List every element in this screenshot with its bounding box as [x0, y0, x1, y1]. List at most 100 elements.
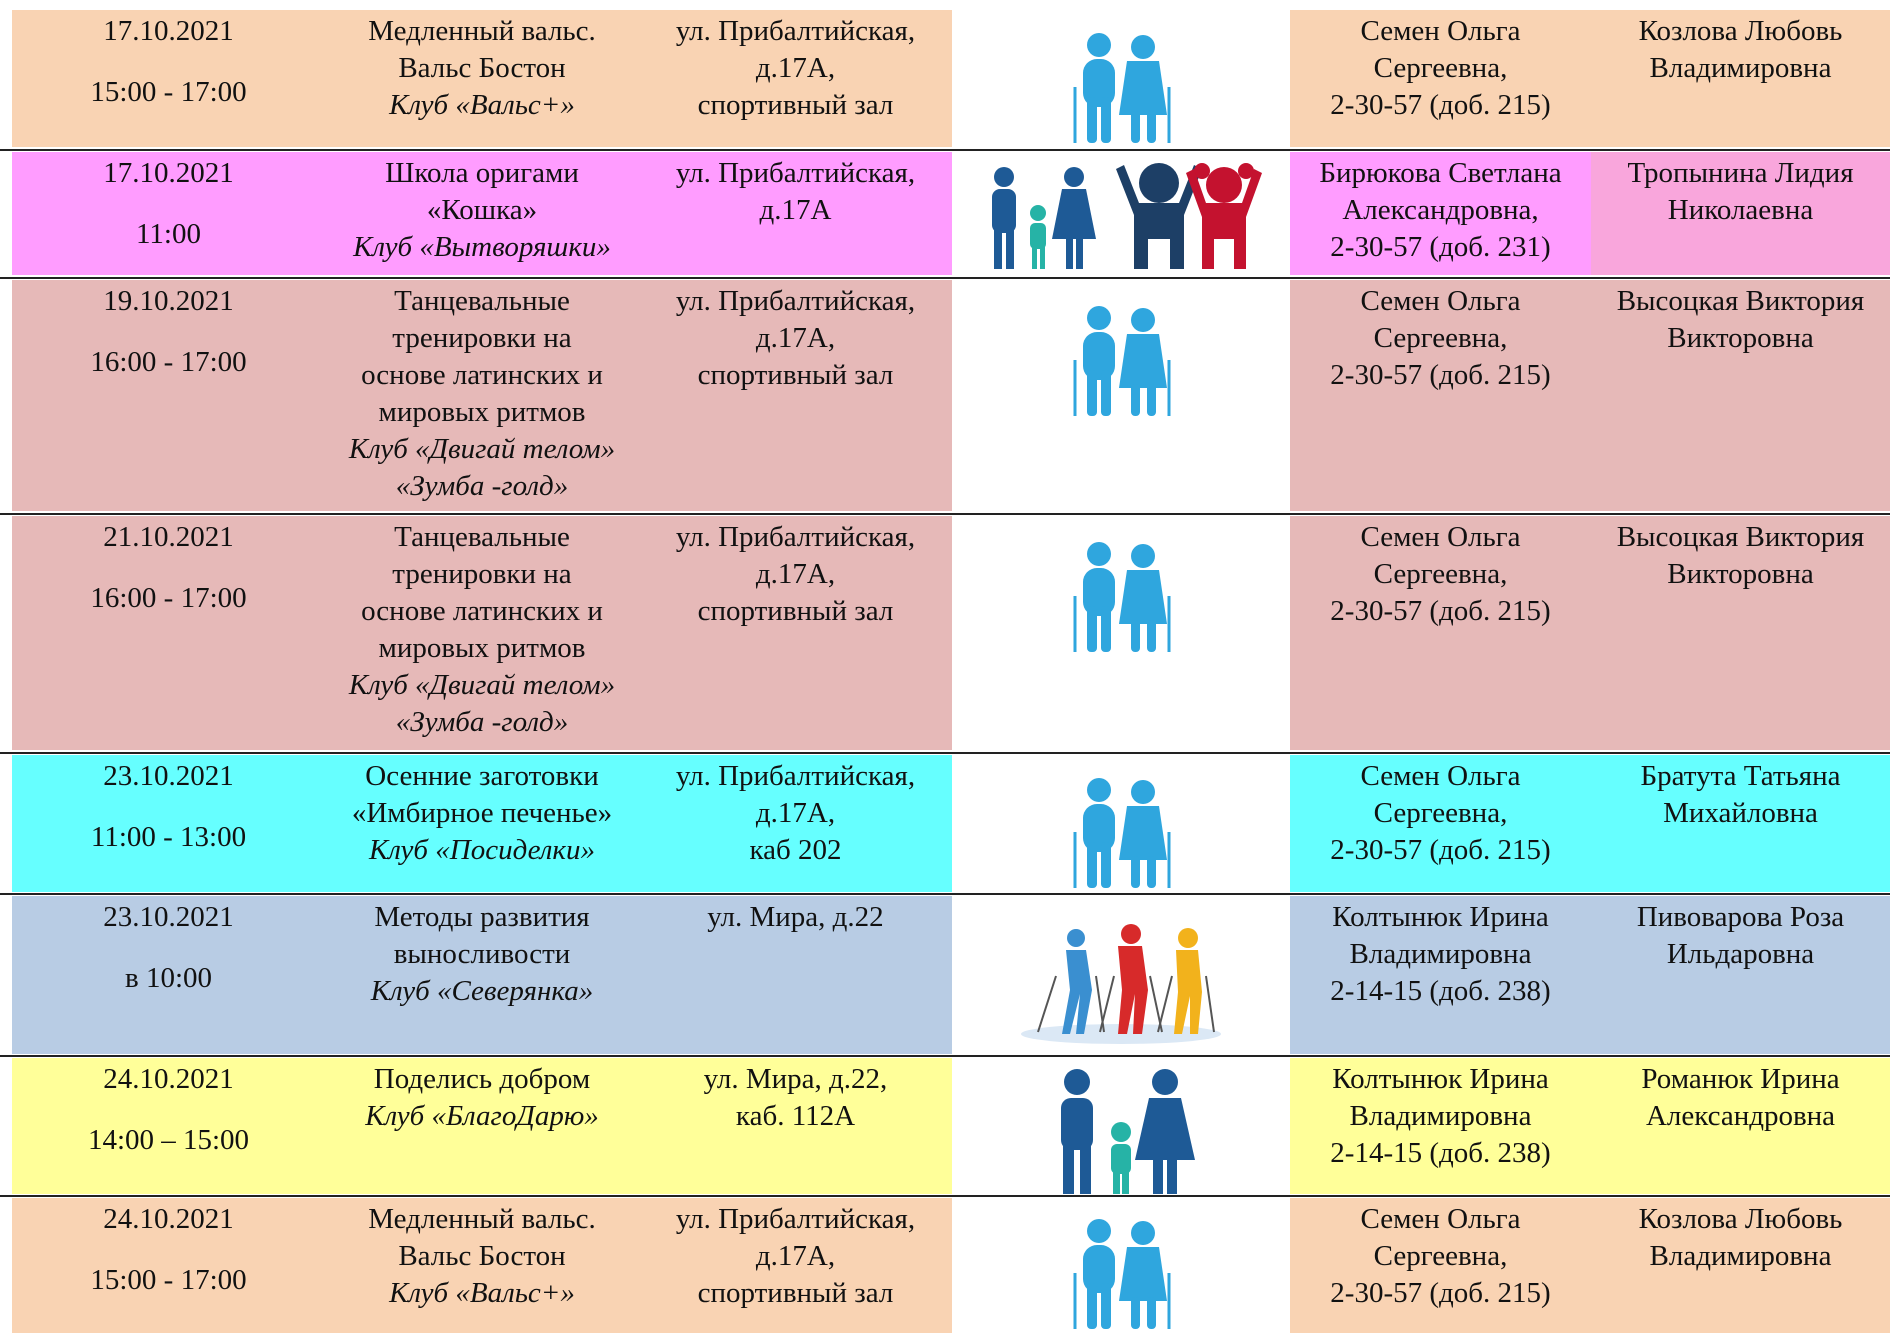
responsible: Тропынина Лидия	[1591, 155, 1890, 192]
contact: Семен Ольга	[1290, 519, 1591, 556]
icon-shape	[1111, 1144, 1131, 1174]
icon	[1061, 772, 1181, 892]
icon-shape	[1131, 35, 1155, 59]
time: 11:00 - 13:00	[12, 819, 325, 856]
icon-shape	[1087, 33, 1111, 57]
event-title: тренировки на	[325, 320, 639, 357]
event-title: Школа оригами	[325, 155, 639, 192]
row-separator	[0, 149, 1890, 151]
responsible: Михайловна	[1591, 795, 1890, 832]
club-name: Клуб «Северянка»	[325, 973, 639, 1010]
icon-shape	[1153, 1156, 1163, 1194]
icon-shape	[1131, 111, 1140, 143]
contact: Сергеевна,	[1290, 795, 1591, 832]
responsible: Пивоварова Роза	[1591, 899, 1890, 936]
icon-shape	[1131, 308, 1155, 332]
contact: Семен Ольга	[1290, 1201, 1591, 1238]
time: 15:00 - 17:00	[12, 74, 325, 111]
row-separator	[0, 1055, 1890, 1057]
schedule-table: 17.10.202115:00 - 17:00Медленный вальс.В…	[0, 0, 1890, 1333]
responsible: Романюк Ирина	[1591, 1061, 1890, 1098]
contact: 2-14-15 (доб. 238)	[1290, 1135, 1591, 1172]
icon-shape	[1030, 205, 1046, 221]
icon-shape	[1083, 542, 1167, 652]
event-cell: Поделись добромКлуб «БлагоДарю»	[325, 1058, 639, 1194]
icon	[1016, 916, 1226, 1054]
icon-shape	[1032, 245, 1037, 269]
icon-shape	[1101, 606, 1111, 652]
icon-shape	[1083, 306, 1167, 416]
event-title: Методы развития	[325, 899, 639, 936]
icon	[1061, 536, 1181, 666]
date: 19.10.2021	[12, 283, 325, 320]
contact: Сергеевна,	[1290, 50, 1591, 87]
icon-shape	[1040, 245, 1045, 269]
event-title: Поделись добром	[325, 1061, 639, 1098]
icon-shape	[1038, 976, 1056, 1032]
address-cell: ул. Мира, д.22,каб. 112А	[639, 1058, 952, 1194]
icon-cell	[952, 280, 1290, 511]
club-name: Клуб «БлагоДарю»	[325, 1098, 639, 1135]
event-cell: Медленный вальс.Вальс БостонКлуб «Вальс+…	[325, 10, 639, 147]
icon-shape	[1061, 772, 1181, 892]
address-cell: ул. Прибалтийская,д.17А,спортивный зал	[639, 10, 952, 147]
responsible: Козлова Любовь	[1591, 13, 1890, 50]
time: 14:00 – 15:00	[12, 1122, 325, 1159]
icon-cell	[952, 1198, 1290, 1333]
contact: Сергеевна,	[1290, 1238, 1591, 1275]
date-cell: 24.10.2021 14:00 – 15:00	[12, 1058, 325, 1194]
responsible: Братута Татьяна	[1591, 758, 1890, 795]
address: д.17А,	[639, 50, 952, 87]
icon-shape	[1131, 1297, 1140, 1329]
contact: Александровна,	[1290, 192, 1591, 229]
icon-shape	[1080, 1146, 1091, 1194]
icon-shape	[1061, 300, 1181, 420]
address: ул. Мира, д.22	[639, 899, 952, 936]
row-separator	[0, 752, 1890, 754]
address: спортивный зал	[639, 1275, 952, 1312]
responsible-cell: Тропынина ЛидияНиколаевна	[1591, 152, 1890, 275]
address: д.17А,	[639, 795, 952, 832]
row-separator	[0, 893, 1890, 895]
icon-shape	[1083, 1219, 1167, 1329]
event-cell: Танцевальныетренировки наоснове латински…	[325, 280, 639, 511]
icon-shape	[1147, 384, 1156, 416]
icon	[1041, 1058, 1201, 1194]
icon-shape	[992, 189, 1016, 233]
contact: 2-30-57 (доб. 215)	[1290, 832, 1591, 869]
icon-shape	[1087, 1283, 1097, 1329]
spacer	[12, 192, 325, 216]
event-title: мировых ритмов	[325, 394, 639, 431]
icon-shape	[1119, 61, 1167, 115]
time: 16:00 - 17:00	[12, 580, 325, 617]
icon-shape	[1113, 1170, 1120, 1194]
icon-cell	[952, 10, 1290, 147]
icon-shape	[1061, 27, 1181, 147]
responsible-cell: Козлова ЛюбовьВладимировна	[1591, 10, 1890, 147]
icon-shape	[1118, 924, 1148, 1034]
address: спортивный зал	[639, 593, 952, 630]
icon-shape	[1167, 1156, 1177, 1194]
icon-shape	[1111, 1122, 1131, 1142]
club-name: Клуб «Двигай телом»	[325, 431, 639, 468]
event-cell: Школа оригами«Кошка»Клуб «Вытворяшки»	[325, 152, 639, 275]
icon-shape	[1206, 976, 1214, 1032]
icon-shape	[1064, 1069, 1090, 1095]
icon-shape	[1131, 780, 1155, 804]
address: спортивный зал	[639, 87, 952, 124]
icon-cell	[952, 1058, 1290, 1194]
icon-shape	[1087, 778, 1111, 802]
date: 24.10.2021	[12, 1061, 325, 1098]
responsible: Ильдаровна	[1591, 936, 1890, 973]
address: д.17А,	[639, 320, 952, 357]
icon-shape	[1061, 1098, 1093, 1150]
contact-cell: Бирюкова СветланаАлександровна,2-30-57 (…	[1290, 152, 1591, 275]
date: 24.10.2021	[12, 1201, 325, 1238]
club-name: «Зумба -голд»	[325, 704, 639, 741]
icon	[1061, 1213, 1181, 1333]
contact: Семен Ольга	[1290, 283, 1591, 320]
address-cell: ул. Прибалтийская,д.17А,спортивный зал	[639, 516, 952, 750]
